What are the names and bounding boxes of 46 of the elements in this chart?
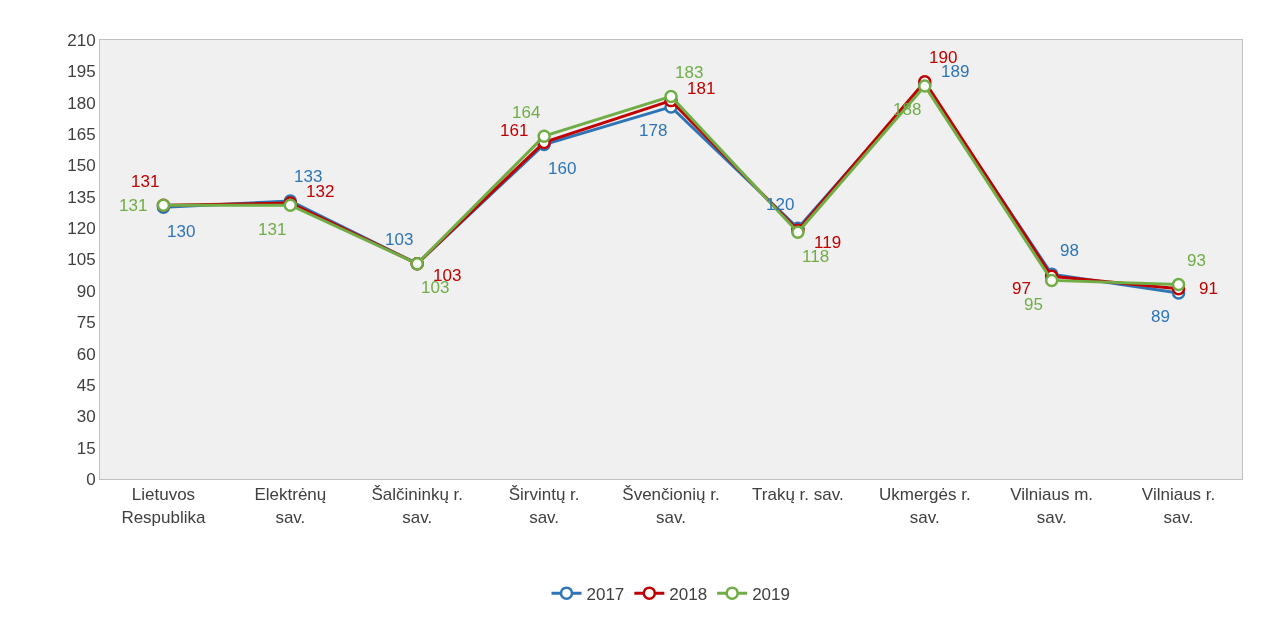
x-tick-label: Lietuvos Respublika — [121, 485, 207, 527]
data-label: 160 — [548, 159, 577, 178]
y-tick-label: 105 — [67, 250, 96, 270]
data-label: 89 — [1151, 307, 1170, 326]
data-label: 91 — [1199, 279, 1218, 298]
data-label: 178 — [639, 121, 668, 140]
data-label: 183 — [675, 63, 704, 82]
data-label: 98 — [1060, 241, 1079, 260]
y-tick-label: 90 — [76, 281, 96, 301]
x-tick-label: Trakų r. sav. — [752, 485, 844, 505]
y-tick-label: 180 — [67, 93, 96, 113]
y-tick-label: 60 — [76, 344, 96, 364]
x-tick-label: Šalčininkų r. sav. — [371, 485, 464, 527]
x-tick-label: Švenčionių r. sav. — [622, 485, 720, 527]
y-tick-label: 120 — [67, 219, 96, 239]
data-label: 161 — [500, 121, 529, 140]
y-tick-label: 15 — [76, 438, 96, 458]
y-tick-label: 150 — [67, 156, 96, 176]
legend-label: 2017 — [586, 584, 625, 604]
y-tick-label: 45 — [76, 375, 96, 395]
legend-label: 2018 — [669, 584, 708, 604]
legend-label: 2019 — [752, 584, 790, 604]
y-tick-label: 165 — [67, 125, 96, 145]
x-tick-label: Vilniaus r. sav. — [1141, 485, 1216, 527]
data-label: 130 — [167, 222, 196, 241]
data-label: 95 — [1024, 295, 1043, 314]
data-label: 164 — [512, 103, 541, 122]
data-label: 97 — [1012, 279, 1031, 298]
y-tick-label: 30 — [76, 407, 96, 427]
x-tick-label: Elektrėnų sav. — [254, 485, 327, 527]
data-label: 131 — [119, 196, 148, 215]
x-tick-label: Vilniaus m. sav. — [1010, 485, 1094, 527]
data-label: 103 — [385, 230, 414, 249]
x-tick-label: Širvintų r. sav. — [508, 485, 580, 527]
data-label: 131 — [131, 172, 160, 191]
y-tick-label: 0 — [86, 469, 96, 489]
data-label: 131 — [258, 220, 287, 239]
data-label: 93 — [1187, 251, 1206, 270]
y-tick-label: 195 — [67, 62, 96, 82]
data-label: 181 — [687, 79, 716, 98]
y-tick-label: 75 — [76, 313, 96, 333]
y-tick-label: 210 — [67, 30, 96, 50]
data-label: 189 — [941, 62, 970, 81]
y-tick-label: 135 — [67, 187, 96, 207]
data-label: 118 — [802, 247, 830, 266]
x-tick-label: Ukmergės r. sav. — [878, 485, 971, 527]
